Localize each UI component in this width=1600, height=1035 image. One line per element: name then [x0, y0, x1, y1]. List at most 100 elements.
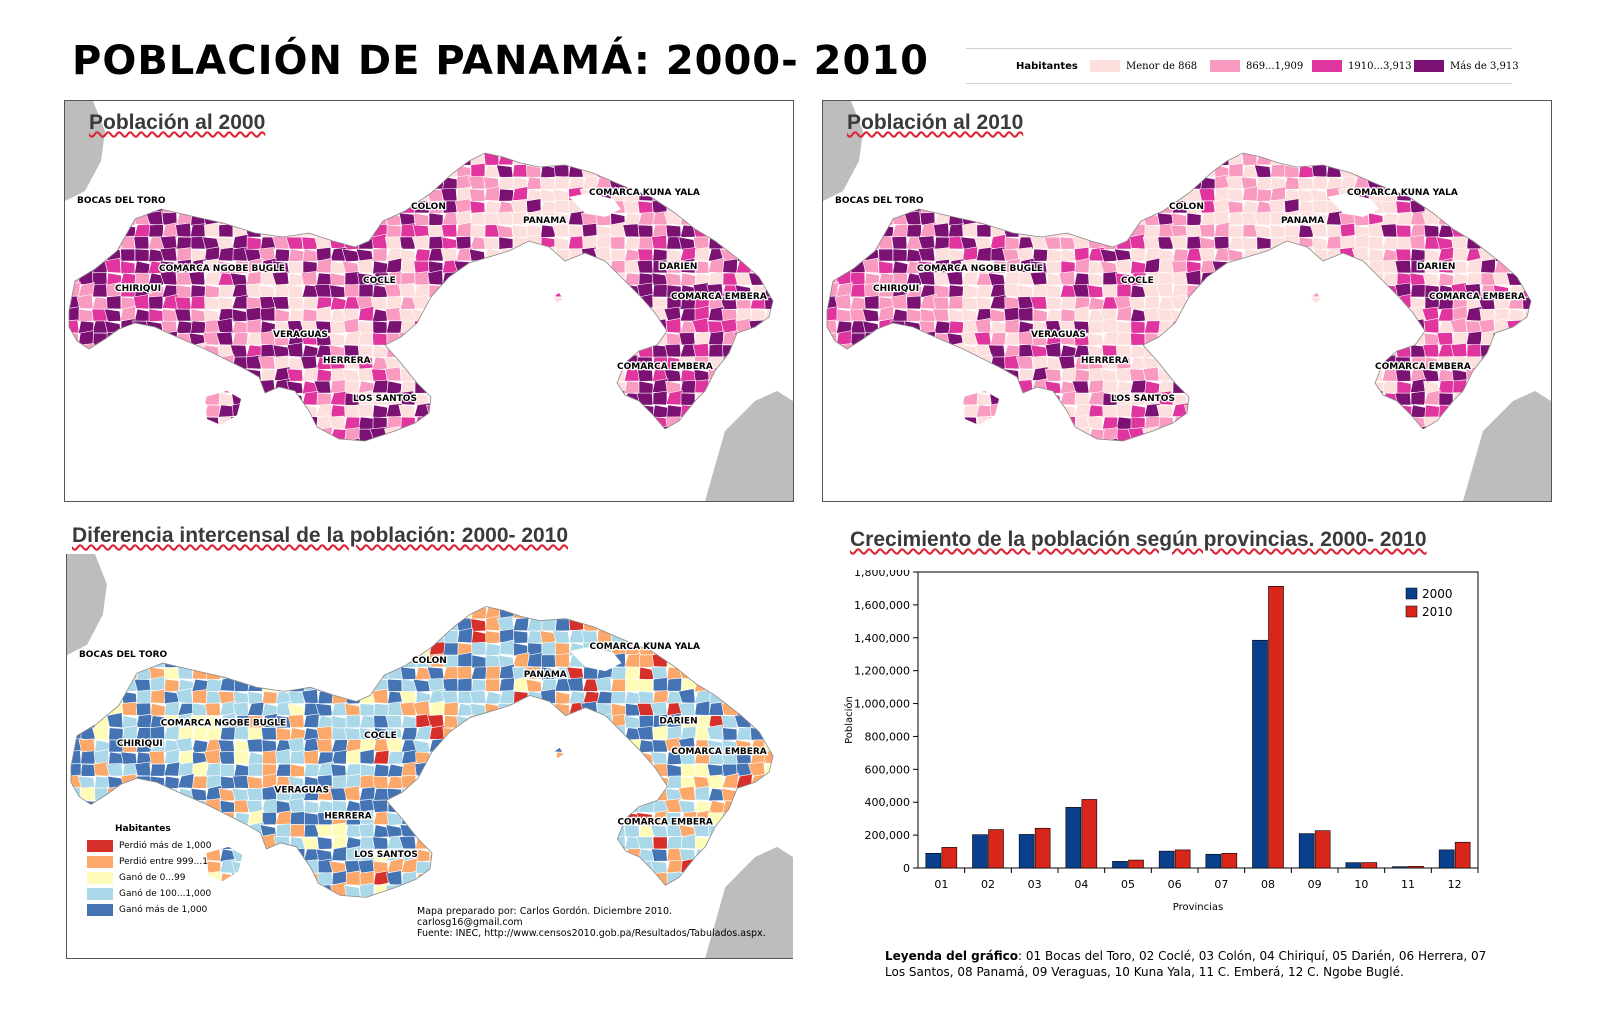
district-cell — [499, 738, 515, 753]
legend-item-tier3: 1910...3,913 — [1312, 60, 1412, 72]
y-tick-label: 0 — [903, 862, 910, 875]
district-cell — [215, 164, 234, 178]
district-cell — [428, 235, 444, 250]
district-cell — [973, 164, 992, 178]
district-cell — [190, 440, 206, 441]
district-cell — [1060, 248, 1076, 263]
district-cell — [76, 368, 94, 382]
district-cell — [510, 198, 528, 214]
bar-2010-10 — [1361, 862, 1378, 869]
district-cell — [694, 199, 711, 214]
district-cell — [203, 222, 220, 238]
district-cell — [134, 153, 150, 154]
district-cell — [779, 357, 793, 369]
district-cell — [178, 654, 193, 669]
district-cell — [1268, 368, 1286, 382]
district-cell — [623, 163, 641, 178]
district-cell — [776, 617, 793, 631]
district-cell — [105, 153, 123, 167]
district-cell — [1045, 212, 1063, 226]
district-cell — [302, 308, 318, 322]
district-cell — [190, 630, 207, 644]
district-cell — [596, 380, 613, 394]
district-cell — [1088, 379, 1104, 394]
district-cell — [610, 872, 626, 887]
district-cell — [679, 616, 696, 632]
district-cell — [890, 153, 908, 166]
district-cell — [988, 428, 1006, 441]
district-cell — [499, 725, 515, 741]
district-cell — [440, 164, 458, 178]
district-cell — [217, 366, 235, 382]
district-cell — [850, 404, 866, 418]
district-cell — [1101, 188, 1119, 202]
district-cell — [1212, 153, 1230, 154]
district-cell — [104, 413, 122, 430]
district-cell — [1032, 212, 1049, 226]
district-cell — [1449, 153, 1468, 166]
district-cell — [470, 763, 488, 777]
district-cell — [583, 775, 599, 790]
district-cell — [67, 910, 81, 923]
district-cell — [1072, 176, 1090, 191]
district-cell — [1312, 176, 1328, 190]
district-cell — [1396, 380, 1412, 395]
district-cell — [261, 872, 278, 886]
district-cell — [457, 812, 473, 825]
district-cell — [427, 618, 445, 632]
district-cell — [94, 689, 111, 704]
district-cell — [554, 368, 570, 383]
district-cell — [541, 835, 557, 850]
district-cell — [722, 236, 738, 250]
district-cell — [442, 606, 459, 620]
district-cell — [70, 872, 82, 887]
district-cell — [512, 378, 528, 394]
district-cell — [624, 606, 641, 607]
district-cell — [1185, 344, 1202, 358]
district-cell — [443, 642, 459, 656]
district-cell — [1157, 153, 1174, 166]
district-cell — [1438, 258, 1454, 274]
district-cell — [205, 809, 222, 825]
district-cell — [666, 404, 682, 418]
district-cell — [343, 785, 361, 801]
district-cell — [734, 272, 752, 286]
district-cell — [1340, 428, 1356, 441]
district-cell — [779, 176, 793, 189]
district-cell — [1408, 153, 1426, 166]
district-cell — [317, 664, 333, 680]
district-cell — [1338, 164, 1356, 178]
district-cell — [217, 296, 234, 310]
district-cell — [483, 428, 500, 441]
district-cell — [568, 392, 584, 407]
district-cell — [538, 380, 556, 394]
district-cell — [176, 404, 192, 419]
district-cell — [1410, 404, 1427, 419]
district-cell — [330, 882, 347, 898]
district-cell — [569, 797, 585, 813]
district-cell — [566, 296, 584, 310]
district-cell — [890, 368, 908, 382]
district-cell — [372, 186, 388, 202]
district-cell — [275, 606, 292, 619]
district-cell — [596, 414, 613, 430]
district-cell — [962, 368, 978, 382]
district-cell — [1058, 153, 1076, 155]
map-label-bocas: BOCAS DEL TORO — [79, 650, 167, 660]
district-cell — [429, 606, 446, 619]
district-cell — [303, 630, 320, 644]
district-cell — [428, 332, 444, 346]
district-cell — [906, 295, 922, 310]
district-cell — [1296, 296, 1314, 310]
district-cell — [1424, 200, 1440, 214]
district-cell — [1060, 428, 1076, 441]
district-cell — [1144, 200, 1160, 214]
district-cell — [555, 797, 570, 813]
district-cell — [79, 691, 96, 705]
district-cell — [665, 260, 682, 274]
district-cell — [736, 666, 752, 680]
district-cell — [427, 162, 444, 178]
district-cell — [483, 164, 501, 178]
district-cell — [763, 200, 773, 215]
district-cell — [706, 627, 724, 644]
